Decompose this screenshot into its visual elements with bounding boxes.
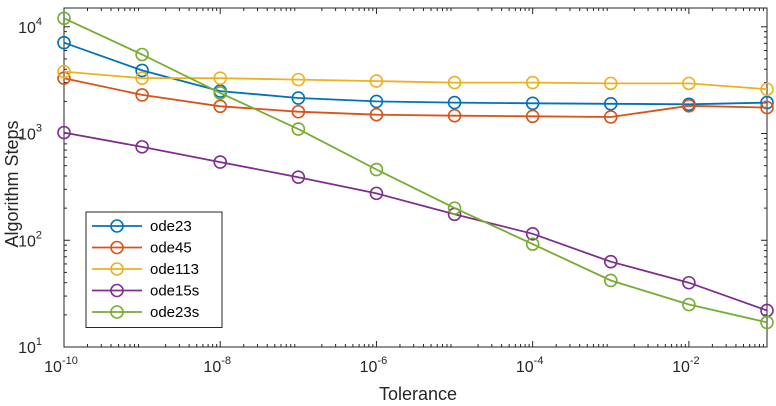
legend-marker	[110, 219, 124, 233]
data-point-ode23	[135, 63, 149, 78]
data-point-ode23	[603, 96, 618, 111]
legend-label: ode23	[150, 218, 192, 235]
x-tick-label: 10-10	[44, 355, 78, 376]
data-point-ode15s	[291, 170, 306, 184]
data-point-ode23s	[682, 297, 696, 312]
x-axis-title: Tolerance	[379, 384, 457, 404]
legend-item-ode45: ode45	[92, 240, 192, 257]
data-point-ode45	[369, 107, 384, 122]
x-tick-label: 10-4	[516, 355, 544, 376]
data-point-ode23	[525, 96, 540, 111]
data-point-ode113	[760, 82, 774, 97]
legend-label: ode113	[150, 261, 199, 278]
legend-item-ode113: ode113	[92, 261, 199, 278]
data-point-ode15s	[525, 226, 540, 241]
data-point-ode45	[291, 104, 306, 119]
plot-area-frame	[63, 7, 768, 348]
data-point-ode113	[447, 75, 462, 90]
data-point-ode23s	[760, 315, 774, 330]
series-line-ode113	[63, 70, 768, 91]
series-ode23s	[57, 11, 774, 330]
series-ode23	[57, 35, 774, 112]
legend-item-ode23s: ode23s	[92, 304, 199, 321]
series-line-ode23	[63, 41, 768, 106]
data-point-ode23s	[57, 11, 71, 26]
data-point-ode15s	[682, 275, 696, 290]
data-point-ode23s	[369, 162, 384, 177]
y-tick-label: 103	[18, 123, 42, 144]
data-point-ode113	[525, 75, 540, 90]
x-axis-ticks: 10-10 10-8 10-6 10-4 10-2	[44, 8, 700, 376]
data-point-ode23	[291, 91, 306, 105]
data-point-ode23	[447, 95, 462, 110]
x-tick-label: 10-8	[203, 355, 231, 376]
data-point-ode45	[213, 99, 228, 114]
data-point-ode45	[760, 100, 774, 115]
y-tick-label: 104	[18, 16, 42, 37]
y-axis-title: Algorithm Steps	[2, 120, 22, 247]
legend-item-ode15s: ode15s	[92, 283, 199, 300]
data-point-ode113	[369, 74, 384, 88]
data-point-ode15s	[603, 254, 618, 269]
series-line-ode45	[63, 77, 768, 118]
data-point-ode23	[760, 95, 774, 110]
legend-label: ode45	[150, 240, 192, 257]
data-point-ode113	[135, 71, 149, 85]
data-point-ode113	[213, 71, 228, 85]
data-point-ode23s	[135, 47, 149, 62]
x-tick-label: 10-2	[672, 355, 700, 376]
legend-marker	[110, 305, 124, 319]
data-point-ode23s	[603, 273, 618, 288]
data-point-ode113	[291, 72, 306, 87]
data-point-ode113	[57, 64, 71, 79]
data-point-ode113	[603, 76, 618, 91]
series-ode113	[57, 64, 774, 97]
data-point-ode45	[447, 108, 462, 123]
series-ode45	[57, 71, 774, 124]
legend-marker	[110, 283, 124, 298]
data-point-ode45	[603, 110, 618, 124]
data-point-ode45	[525, 109, 540, 124]
data-point-ode113	[682, 76, 696, 91]
series-line-ode23s	[63, 17, 768, 324]
legend: ode23 ode45 ode113 ode15s ode23s	[85, 211, 223, 328]
y-tick-label: 102	[18, 229, 42, 250]
x-tick-label: 10-6	[360, 355, 388, 376]
legend-marker	[110, 240, 124, 255]
legend-label: ode15s	[150, 283, 199, 300]
data-point-ode23s	[447, 201, 462, 215]
y-tick-label: 101	[18, 336, 42, 357]
data-point-ode45	[135, 88, 149, 102]
data-point-ode23	[369, 94, 384, 109]
legend-item-ode23: ode23	[92, 218, 192, 235]
data-point-ode15s	[369, 186, 384, 201]
data-point-ode15s	[135, 140, 149, 154]
data-point-ode15s	[213, 155, 228, 169]
data-point-ode23s	[213, 86, 228, 100]
data-point-ode23s	[291, 122, 306, 136]
data-point-ode23	[57, 35, 71, 50]
data-point-ode15s	[57, 125, 71, 140]
series-line-ode15s	[63, 131, 768, 312]
data-point-ode23s	[525, 237, 540, 251]
data-point-ode45	[682, 98, 696, 113]
legend-marker	[110, 262, 124, 276]
legend-label: ode23s	[150, 304, 199, 321]
